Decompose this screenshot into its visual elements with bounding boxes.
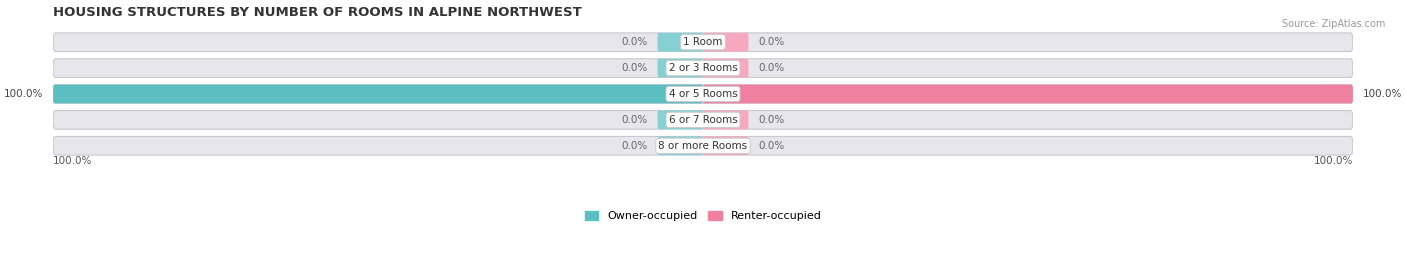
FancyBboxPatch shape — [703, 136, 748, 155]
Text: 1 Room: 1 Room — [683, 37, 723, 47]
FancyBboxPatch shape — [53, 33, 1353, 52]
FancyBboxPatch shape — [53, 136, 1353, 155]
Text: 6 or 7 Rooms: 6 or 7 Rooms — [669, 115, 737, 125]
FancyBboxPatch shape — [53, 85, 703, 103]
Text: 100.0%: 100.0% — [53, 156, 93, 166]
Text: 0.0%: 0.0% — [621, 37, 648, 47]
Text: 0.0%: 0.0% — [621, 115, 648, 125]
Text: 0.0%: 0.0% — [621, 141, 648, 151]
FancyBboxPatch shape — [53, 111, 1353, 129]
Legend: Owner-occupied, Renter-occupied: Owner-occupied, Renter-occupied — [581, 206, 825, 226]
Text: Source: ZipAtlas.com: Source: ZipAtlas.com — [1281, 19, 1385, 29]
Text: HOUSING STRUCTURES BY NUMBER OF ROOMS IN ALPINE NORTHWEST: HOUSING STRUCTURES BY NUMBER OF ROOMS IN… — [53, 6, 582, 19]
Text: 2 or 3 Rooms: 2 or 3 Rooms — [669, 63, 737, 73]
FancyBboxPatch shape — [703, 33, 748, 52]
FancyBboxPatch shape — [658, 111, 703, 129]
Text: 0.0%: 0.0% — [621, 63, 648, 73]
Text: 0.0%: 0.0% — [758, 37, 785, 47]
FancyBboxPatch shape — [703, 85, 1353, 103]
FancyBboxPatch shape — [53, 59, 1353, 77]
Text: 0.0%: 0.0% — [758, 115, 785, 125]
FancyBboxPatch shape — [703, 111, 748, 129]
Text: 100.0%: 100.0% — [1313, 156, 1353, 166]
FancyBboxPatch shape — [658, 33, 703, 52]
Text: 0.0%: 0.0% — [758, 63, 785, 73]
FancyBboxPatch shape — [703, 59, 748, 77]
Text: 4 or 5 Rooms: 4 or 5 Rooms — [669, 89, 737, 99]
Text: 8 or more Rooms: 8 or more Rooms — [658, 141, 748, 151]
Text: 0.0%: 0.0% — [758, 141, 785, 151]
FancyBboxPatch shape — [658, 136, 703, 155]
FancyBboxPatch shape — [658, 59, 703, 77]
Text: 100.0%: 100.0% — [4, 89, 44, 99]
Text: 100.0%: 100.0% — [1362, 89, 1402, 99]
FancyBboxPatch shape — [53, 85, 1353, 103]
